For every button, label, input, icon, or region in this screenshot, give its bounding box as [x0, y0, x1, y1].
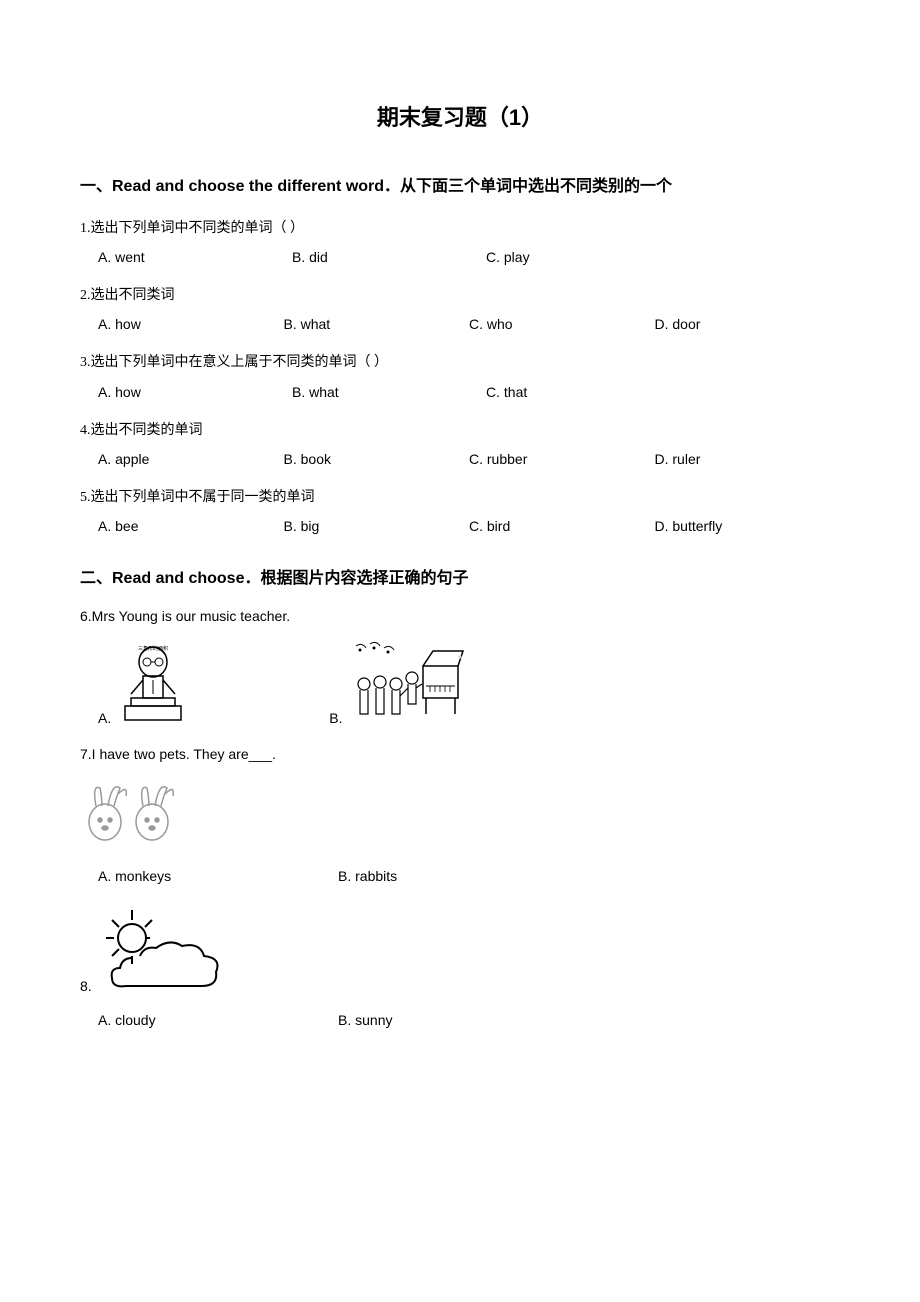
- svg-text:三角形的面积: 三角形的面积: [138, 645, 168, 652]
- question-8: 8.: [80, 902, 840, 994]
- option-6b: B.: [329, 636, 468, 726]
- question-3-text: 3.选出下列单词中在意义上属于不同类的单词（ ）: [80, 350, 840, 375]
- question-2-options: A. how B. what C. who D. door: [80, 316, 840, 332]
- option-2b: B. what: [284, 316, 470, 332]
- question-4: 4.选出不同类的单词: [80, 418, 840, 443]
- option-7a: A. monkeys: [98, 868, 338, 884]
- option-5a: A. bee: [98, 518, 284, 534]
- option-2c: C. who: [469, 316, 655, 332]
- option-8a: A. cloudy: [98, 1012, 338, 1028]
- question-2-text: 2.选出不同类词: [80, 283, 840, 308]
- section-1-heading: 一、Read and choose the different word．从下面…: [80, 172, 840, 196]
- option-4a: A. apple: [98, 451, 284, 467]
- question-1: 1.选出下列单词中不同类的单词（ ）: [80, 216, 840, 241]
- question-8-prefix: 8.: [80, 978, 92, 994]
- question-5: 5.选出下列单词中不属于同一类的单词: [80, 485, 840, 510]
- option-4c: C. rubber: [469, 451, 655, 467]
- option-6b-label: B.: [329, 710, 342, 726]
- question-3-options: A. how B. what C. that: [80, 384, 840, 400]
- watermark-icon: ■: [458, 655, 462, 661]
- option-5b: B. big: [284, 518, 470, 534]
- option-6a: A. 三角形的面积: [98, 636, 189, 726]
- section-2-heading: 二、Read and choose．根据图片内容选择正确的句子: [80, 564, 840, 588]
- option-5d: D. butterfly: [655, 518, 841, 534]
- option-7b: B. rabbits: [338, 868, 578, 884]
- section-1-heading-cn: 从下面三个单词中选出不同类别的一个: [400, 178, 672, 195]
- question-6-text: 6.Mrs Young is our music teacher.: [80, 608, 840, 624]
- section-2-heading-en: 二、Read and choose．: [80, 570, 260, 587]
- option-2d: D. door: [655, 316, 841, 332]
- option-1c: C. play: [486, 249, 680, 265]
- question-2: 2.选出不同类词: [80, 283, 840, 308]
- question-1-text: 1.选出下列单词中不同类的单词（ ）: [80, 216, 840, 241]
- option-3a: A. how: [98, 384, 292, 400]
- option-1b: B. did: [292, 249, 486, 265]
- sunny-cloud-icon: [92, 902, 232, 994]
- question-4-text: 4.选出不同类的单词: [80, 418, 840, 443]
- question-3: 3.选出下列单词中在意义上属于不同类的单词（ ）: [80, 350, 840, 375]
- question-7-text: 7.I have two pets. They are___.: [80, 746, 840, 762]
- option-2a: A. how: [98, 316, 284, 332]
- option-4b: B. book: [284, 451, 470, 467]
- question-7-image: [80, 774, 840, 852]
- teacher-icon: 三角形的面积: [117, 636, 189, 726]
- option-3b: B. what: [292, 384, 486, 400]
- option-5c: C. bird: [469, 518, 655, 534]
- question-5-options: A. bee B. big C. bird D. butterfly: [80, 518, 840, 534]
- option-4d: D. ruler: [655, 451, 841, 467]
- question-4-options: A. apple B. book C. rubber D. ruler: [80, 451, 840, 467]
- question-1-options: A. went B. did C. play: [80, 249, 840, 265]
- option-6a-label: A.: [98, 710, 111, 726]
- question-7-options: A. monkeys B. rabbits: [80, 868, 840, 884]
- question-6-options: A. 三角形的面积 B.: [80, 636, 840, 726]
- rabbits-icon: [80, 774, 840, 852]
- page-title: 期末复习题（1）: [80, 100, 840, 132]
- piano-class-icon: [348, 636, 468, 726]
- section-2-heading-cn: 根据图片内容选择正确的句子: [260, 570, 468, 587]
- option-1a: A. went: [98, 249, 292, 265]
- section-1-heading-en: 一、Read and choose the different word．: [80, 178, 400, 195]
- option-3c: C. that: [486, 384, 680, 400]
- question-5-text: 5.选出下列单词中不属于同一类的单词: [80, 485, 840, 510]
- option-8b: B. sunny: [338, 1012, 578, 1028]
- question-8-options: A. cloudy B. sunny: [80, 1012, 840, 1028]
